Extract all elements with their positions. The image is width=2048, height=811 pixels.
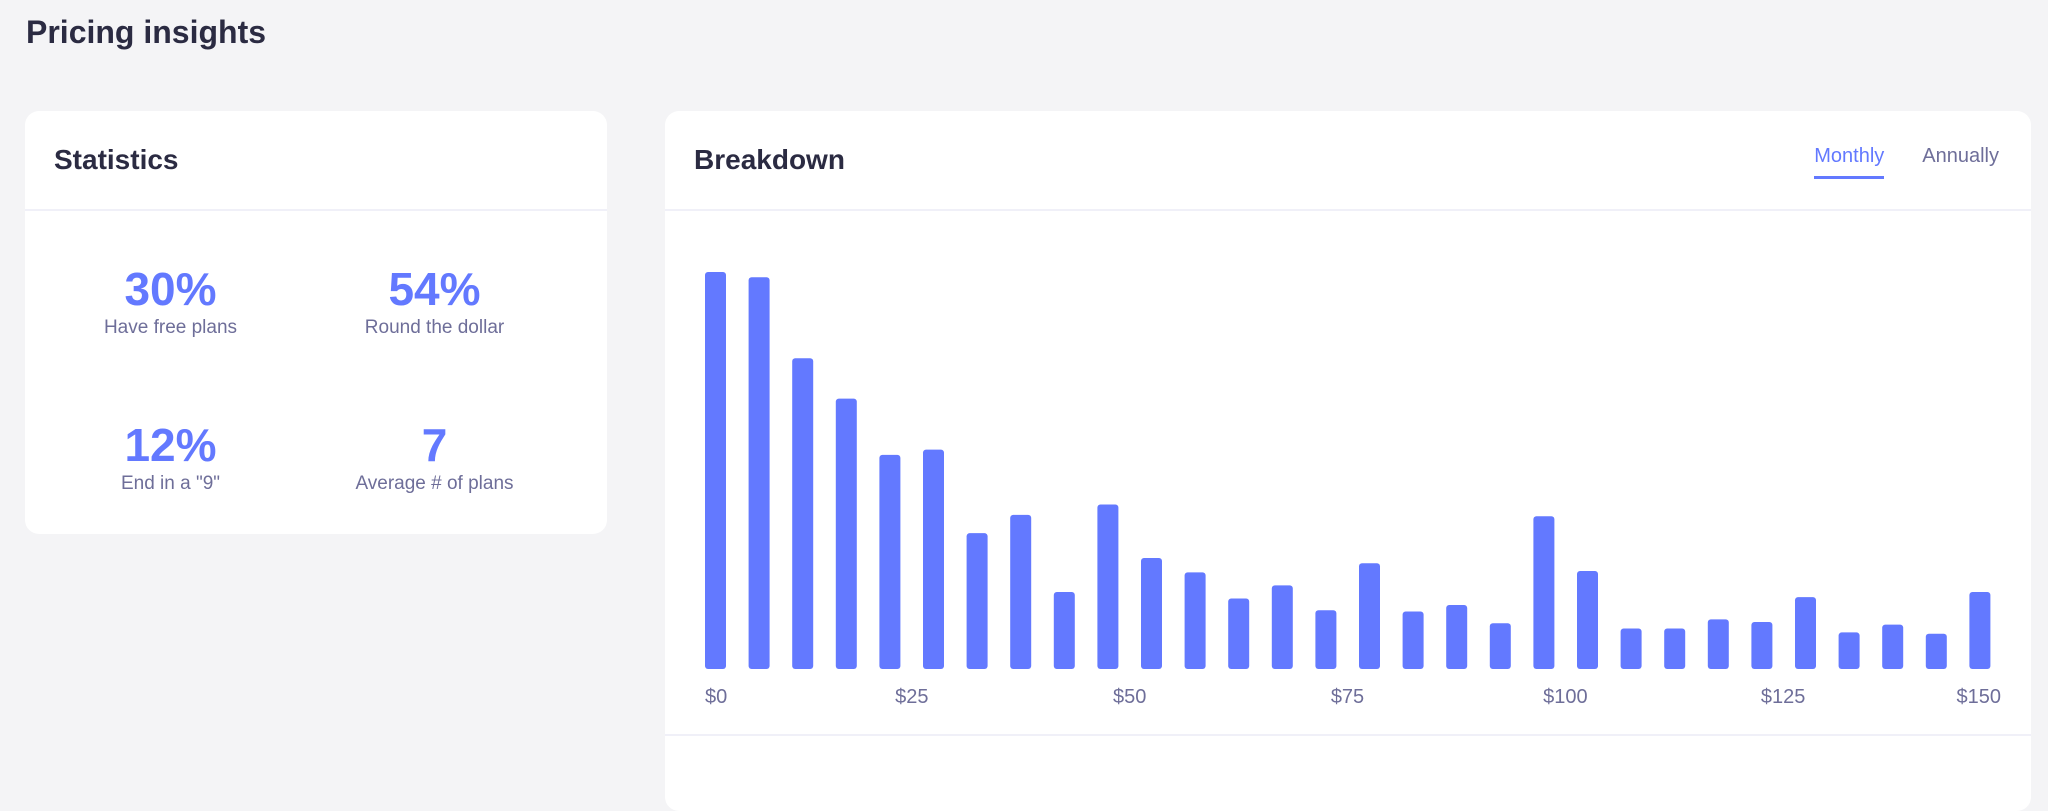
stat-free-plans: 30% Have free plans [25,266,316,339]
chart-bar [748,277,770,669]
card-divider [665,734,2031,736]
chart-bar [1969,591,1991,669]
stat-label: End in a "9" [120,473,221,494]
breakdown-bar-chart: $0 $25 $50 $75 $100 $125 $150 [705,272,2002,708]
x-tick-label: $50 [1113,686,1146,708]
chart-bar [1097,504,1119,669]
stat-average-plans: 7 Average # of plans [289,422,580,495]
chart-bar [1271,585,1293,669]
stat-value: 7 [421,419,448,471]
breakdown-header: Breakdown Monthly Annually [665,111,2031,211]
chart-bar [1838,632,1860,669]
chart-bar [1925,633,1947,669]
chart-bar [1577,571,1598,669]
chart-bar [1489,623,1511,669]
chart-bar [792,358,814,669]
chart-bar [1359,563,1380,669]
stat-value: 54% [388,263,481,315]
breakdown-title: Breakdown [694,144,845,175]
stat-round-dollar: 54% Round the dollar [289,266,580,339]
chart-bar [966,533,988,669]
chart-bar [1751,621,1773,669]
statistics-title: Statistics [54,144,179,175]
chart-bar [1053,591,1075,669]
stat-value: 30% [124,263,217,315]
stat-label: Average # of plans [355,473,514,494]
x-tick-label: $0 [705,686,727,708]
chart-bar [1795,597,1816,669]
chart-bar [705,272,726,669]
x-tick-label: $125 [1761,686,1806,708]
chart-bar [1228,598,1250,669]
chart-bar [1446,605,1468,669]
stat-label: Round the dollar [364,317,505,338]
tab-annually[interactable]: Annually [1922,145,1999,167]
page-title: Pricing insights [26,14,267,50]
x-tick-label: $100 [1543,686,1588,708]
tab-monthly[interactable]: Monthly [1814,145,1885,179]
chart-bar [1533,516,1555,669]
chart-bar [1010,514,1032,669]
stat-end-in-9: 12% End in a "9" [25,422,316,495]
period-tabs: Monthly Annually [1814,145,1999,179]
statistics-header: Statistics [25,111,607,211]
chart-bar [1707,619,1729,669]
chart-bar [1620,628,1642,669]
statistics-card: Statistics 30% Have free plans 54% Round… [25,111,607,534]
stat-label: Have free plans [103,317,238,338]
chart-bar [1664,628,1686,669]
stat-value: 12% [124,419,217,471]
x-tick-label: $75 [1331,686,1364,708]
chart-bar [1184,572,1206,669]
chart-bar [835,398,857,669]
chart-bar [1141,557,1162,669]
chart-bar [1882,624,1904,669]
chart-bar [1402,611,1424,669]
chart-bar [1315,610,1337,669]
chart-bar [879,454,901,669]
chart-bar [923,449,944,669]
x-tick-label: $25 [895,686,928,708]
x-tick-label: $150 [1957,686,2002,708]
